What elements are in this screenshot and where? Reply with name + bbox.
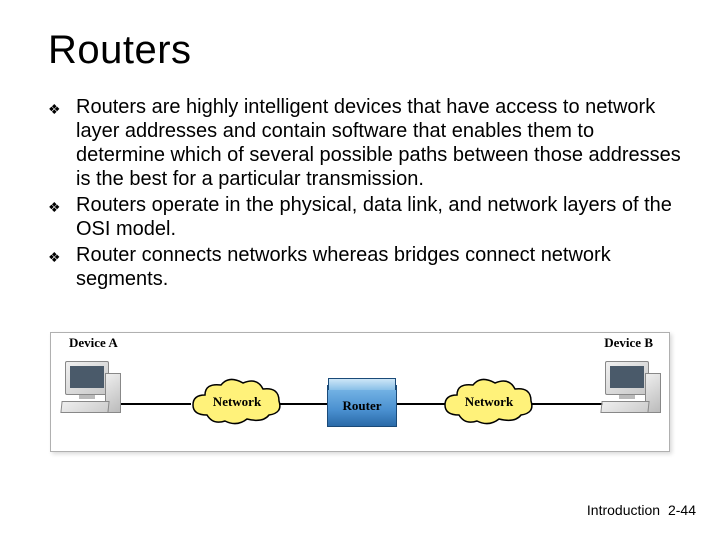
slide: Routers ❖ Routers are highly intelligent… xyxy=(0,0,720,540)
bullet-marker-icon: ❖ xyxy=(48,95,76,121)
router-icon: Router xyxy=(327,385,397,427)
router-label: Router xyxy=(343,398,382,414)
diagram-frame: Device A Device B Network Router xyxy=(50,332,670,452)
device-a-label: Device A xyxy=(69,335,118,351)
footer-page: 2-44 xyxy=(668,502,696,518)
computer-icon xyxy=(59,361,123,425)
wire xyxy=(117,403,191,405)
slide-footer: Introduction 2-44 xyxy=(587,502,696,518)
bullet-text: Routers are highly intelligent devices t… xyxy=(76,95,684,191)
network-label: Network xyxy=(213,394,261,410)
computer-icon xyxy=(599,361,663,425)
bullet-marker-icon: ❖ xyxy=(48,243,76,269)
bullet-text: Routers operate in the physical, data li… xyxy=(76,193,684,241)
list-item: ❖ Routers operate in the physical, data … xyxy=(48,193,684,241)
bullet-marker-icon: ❖ xyxy=(48,193,76,219)
network-diagram: Device A Device B Network Router xyxy=(50,332,670,452)
list-item: ❖ Routers are highly intelligent devices… xyxy=(48,95,684,191)
bullet-list: ❖ Routers are highly intelligent devices… xyxy=(48,95,684,291)
wire xyxy=(395,403,445,405)
bullet-text: Router connects networks whereas bridges… xyxy=(76,243,684,291)
page-title: Routers xyxy=(48,28,684,73)
network-cloud-icon: Network xyxy=(439,377,539,427)
list-item: ❖ Router connects networks whereas bridg… xyxy=(48,243,684,291)
network-label: Network xyxy=(465,394,513,410)
wire xyxy=(531,403,603,405)
network-cloud-icon: Network xyxy=(187,377,287,427)
footer-section: Introduction xyxy=(587,502,660,518)
device-b-label: Device B xyxy=(604,335,653,351)
